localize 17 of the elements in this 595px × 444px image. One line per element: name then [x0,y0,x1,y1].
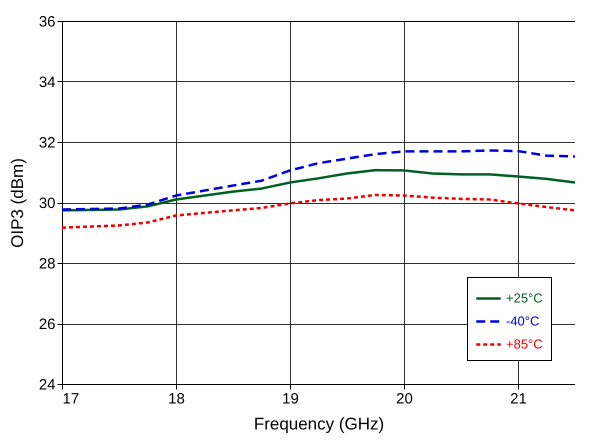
y-tick-label: 26 [38,316,56,333]
y-tick-label: 34 [38,74,56,91]
legend-label: +25°C [506,290,543,306]
x-tick-label: 19 [282,390,299,408]
x-axis-title: Frequency (GHz) [254,414,384,434]
y-tick-label: 28 [38,256,56,272]
legend-label: +85°C [506,336,543,352]
y-axis-title: OIP3 (dBm) [8,158,27,248]
y-tick-label: 32 [38,134,56,152]
legend-label: -40°C [506,314,540,328]
x-tick-label: 18 [168,390,185,408]
y-tick-label: 24 [38,376,56,394]
x-tick-label: 17 [62,390,80,408]
x-tick-label: 21 [510,390,527,408]
x-tick-label: 20 [396,390,413,408]
y-tick-label: 30 [38,195,56,212]
y-tick-label: 36 [38,14,56,30]
